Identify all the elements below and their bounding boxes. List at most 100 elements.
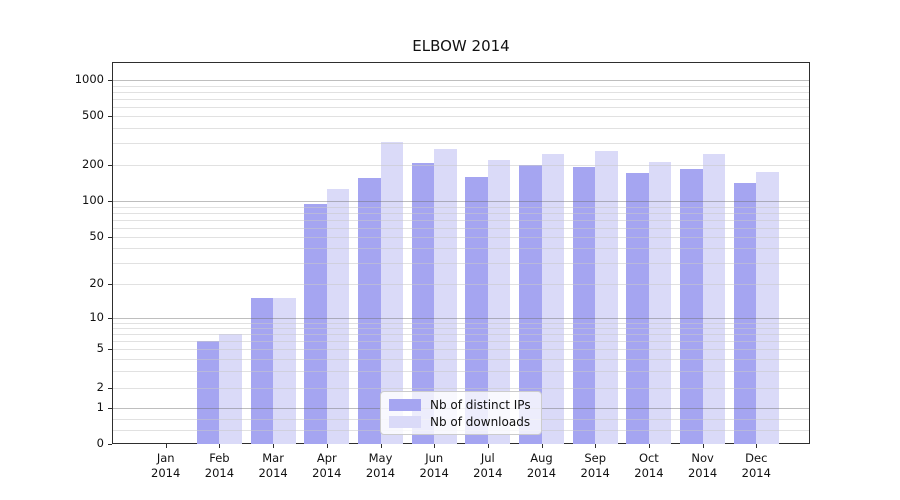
bar-distinct-ips-jul xyxy=(465,177,488,444)
minor-gridline xyxy=(113,116,809,117)
x-tick-label-feb: Feb 2014 xyxy=(204,451,235,480)
x-tick-mark xyxy=(326,444,328,448)
legend-row-distinct-ips: Nb of distinct IPs xyxy=(389,397,533,412)
x-tick-label-jun: Jun 2014 xyxy=(419,451,449,480)
minor-gridline xyxy=(113,370,809,372)
x-tick-mark xyxy=(648,444,650,448)
x-tick-label-dec: Dec 2014 xyxy=(741,451,771,480)
y-tick-mark xyxy=(108,318,112,320)
minor-gridline xyxy=(113,334,809,336)
minor-gridline xyxy=(113,212,809,214)
y-tick-mark xyxy=(108,80,112,81)
legend-swatch-distinct-ips xyxy=(389,398,421,411)
minor-gridline xyxy=(113,323,809,324)
bar-distinct-ips-oct xyxy=(626,173,649,444)
minor-gridline xyxy=(113,98,809,100)
y-tick-label: 2 xyxy=(96,379,104,394)
minor-gridline xyxy=(113,85,809,87)
bar-downloads-jun xyxy=(434,148,457,444)
minor-gridline xyxy=(113,237,809,238)
minor-gridline xyxy=(113,341,809,343)
minor-gridline xyxy=(113,328,809,330)
bar-downloads-may xyxy=(380,141,403,444)
minor-gridline xyxy=(113,263,809,265)
x-tick-mark xyxy=(219,444,221,448)
x-tick-label-apr: Apr 2014 xyxy=(312,451,342,480)
legend-label-distinct-ips: Nb of distinct IPs xyxy=(430,397,531,412)
y-tick-mark xyxy=(108,164,112,166)
y-tick-label: 20 xyxy=(89,276,104,290)
bar-downloads-oct xyxy=(648,162,672,444)
x-tick-label-nov: Nov 2014 xyxy=(687,451,718,480)
x-tick-mark xyxy=(273,444,275,448)
minor-gridline xyxy=(113,143,809,145)
major-gridline xyxy=(113,80,809,81)
minor-gridline xyxy=(113,206,809,208)
x-tick-mark xyxy=(487,444,489,448)
bar-distinct-ips-jun xyxy=(411,163,435,444)
x-tick-label-jan: Jan 2014 xyxy=(151,451,181,480)
bar-distinct-ips-aug xyxy=(519,164,542,444)
y-tick-mark xyxy=(108,201,112,202)
bar-downloads-apr xyxy=(326,188,350,444)
x-tick-mark xyxy=(756,444,758,448)
y-tick-label: 500 xyxy=(82,108,104,122)
bar-distinct-ips-feb xyxy=(196,341,220,444)
y-tick-mark xyxy=(108,116,112,117)
bars-layer xyxy=(113,63,809,444)
x-tick-label-may: May 2014 xyxy=(365,451,396,480)
grid-layer xyxy=(113,63,809,443)
bar-downloads-jul xyxy=(487,159,511,444)
x-tick-label-mar: Mar 2014 xyxy=(258,451,288,480)
y-tick-label: 1000 xyxy=(74,72,104,86)
bar-distinct-ips-sep xyxy=(572,166,596,444)
y-tick-mark xyxy=(108,408,112,410)
x-tick-mark xyxy=(541,444,543,448)
legend-row-downloads: Nb of downloads xyxy=(389,414,533,429)
y-tick-mark xyxy=(108,349,112,351)
y-tick-label: 5 xyxy=(96,341,104,356)
bar-distinct-ips-dec xyxy=(733,182,757,444)
legend: Nb of distinct IPs Nb of downloads xyxy=(380,391,542,435)
minor-gridline xyxy=(113,349,809,351)
y-tick-label: 10 xyxy=(89,310,104,325)
minor-gridline xyxy=(113,106,809,108)
bar-downloads-feb xyxy=(219,334,242,444)
bar-distinct-ips-nov xyxy=(680,169,703,444)
minor-gridline xyxy=(113,358,809,360)
y-tick-label: 100 xyxy=(82,193,104,207)
x-tick-mark xyxy=(165,444,167,448)
minor-gridline xyxy=(113,91,809,93)
x-tick-label-jul: Jul 2014 xyxy=(473,451,503,480)
x-tick-mark xyxy=(380,444,382,448)
bar-downloads-dec xyxy=(756,172,779,444)
plot-area xyxy=(112,62,810,444)
legend-label-downloads: Nb of downloads xyxy=(430,414,531,429)
minor-gridline xyxy=(113,164,809,166)
major-gridline xyxy=(113,318,809,320)
y-tick-label: 0 xyxy=(96,436,104,450)
y-tick-label: 50 xyxy=(89,229,104,243)
x-tick-mark xyxy=(595,444,597,448)
minor-gridline xyxy=(113,387,809,389)
y-tick-mark xyxy=(108,237,112,238)
minor-gridline xyxy=(113,227,809,229)
x-tick-label-aug: Aug 2014 xyxy=(526,451,557,480)
minor-gridline xyxy=(113,219,809,221)
y-tick-mark xyxy=(108,444,112,445)
x-tick-label-oct: Oct 2014 xyxy=(634,451,664,480)
y-tick-label: 1 xyxy=(96,400,104,415)
minor-gridline xyxy=(113,127,809,129)
y-tick-mark xyxy=(108,387,112,389)
x-tick-mark xyxy=(702,444,704,448)
legend-swatch-downloads xyxy=(389,415,421,428)
y-tick-mark xyxy=(108,284,112,285)
x-tick-mark xyxy=(434,444,436,448)
bar-distinct-ips-may xyxy=(358,178,381,444)
chart-title: ELBOW 2014 xyxy=(412,37,510,55)
minor-gridline xyxy=(113,248,809,250)
minor-gridline xyxy=(113,284,809,285)
x-tick-label-sep: Sep 2014 xyxy=(580,451,610,480)
y-tick-label: 200 xyxy=(82,156,104,171)
